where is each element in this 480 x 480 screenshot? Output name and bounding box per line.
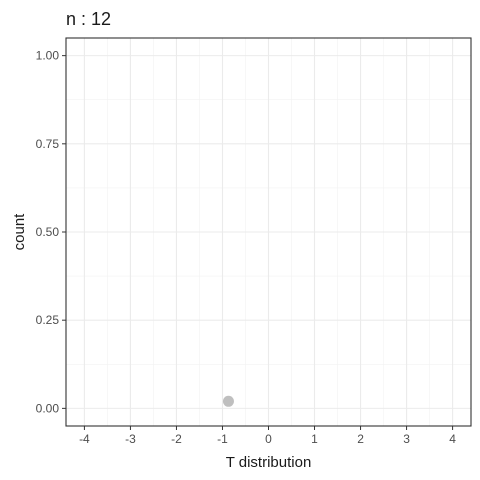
y-tick-label: 1.00 (36, 49, 60, 63)
y-tick-label: 0.00 (36, 401, 60, 415)
x-tick-label: -3 (125, 432, 136, 446)
plot-title: n : 12 (66, 9, 111, 29)
y-tick-label: 0.50 (36, 225, 60, 239)
data-points (222, 395, 234, 407)
x-axis-title: T distribution (226, 454, 312, 471)
x-tick-label: 2 (357, 432, 364, 446)
y-tick-label: 0.25 (36, 313, 60, 327)
x-tick-label: -2 (171, 432, 182, 446)
x-tick-label: -4 (79, 432, 90, 446)
x-axis: -4 -3 -2 -1 0 1 2 3 4 (79, 426, 456, 446)
x-tick-label: -1 (217, 432, 228, 446)
x-tick-label: 4 (449, 432, 456, 446)
y-axis-title: count (11, 213, 28, 251)
x-tick-label: 3 (403, 432, 410, 446)
x-tick-label: 0 (265, 432, 272, 446)
data-point (222, 395, 234, 407)
y-tick-label: 0.75 (36, 137, 60, 151)
x-tick-label: 1 (311, 432, 318, 446)
grid (66, 38, 471, 426)
y-axis: 0.00 0.25 0.50 0.75 1.00 (36, 49, 66, 415)
